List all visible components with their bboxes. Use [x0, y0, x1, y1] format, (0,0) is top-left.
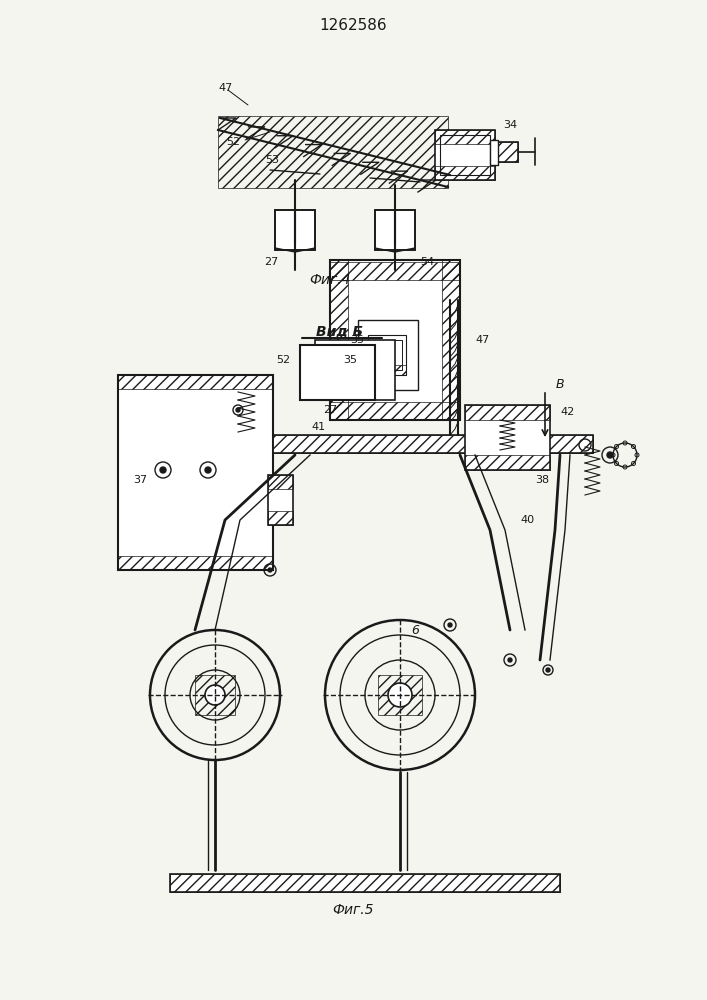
- Text: 53: 53: [265, 155, 279, 165]
- Bar: [315, 340, 395, 400]
- Text: Фиг.4: Фиг.4: [309, 273, 351, 287]
- Text: 47: 47: [475, 335, 489, 345]
- Polygon shape: [375, 210, 415, 250]
- Text: 42: 42: [560, 407, 574, 417]
- Bar: [440, 135, 490, 175]
- Text: 35: 35: [350, 335, 364, 345]
- Text: В: В: [556, 378, 564, 391]
- Text: 27: 27: [264, 257, 278, 267]
- Circle shape: [607, 452, 613, 458]
- Text: 37: 37: [133, 475, 147, 485]
- Circle shape: [546, 668, 550, 672]
- Circle shape: [448, 623, 452, 627]
- Text: 52: 52: [226, 137, 240, 147]
- Text: 27: 27: [323, 405, 337, 415]
- Bar: [300, 345, 375, 400]
- Bar: [465, 405, 550, 470]
- Circle shape: [205, 467, 211, 473]
- Text: 1262586: 1262586: [319, 17, 387, 32]
- Bar: [218, 116, 448, 188]
- Bar: [330, 402, 460, 420]
- Text: 6: 6: [411, 624, 419, 637]
- Bar: [465, 455, 550, 470]
- Text: 35: 35: [343, 355, 357, 365]
- Circle shape: [268, 568, 272, 572]
- Bar: [273, 435, 473, 453]
- Bar: [473, 435, 593, 453]
- Bar: [498, 142, 518, 162]
- Bar: [330, 262, 460, 280]
- Text: Фиг.5: Фиг.5: [332, 903, 374, 917]
- Bar: [170, 874, 560, 892]
- Text: 47: 47: [218, 83, 233, 93]
- Bar: [490, 140, 498, 165]
- Circle shape: [388, 683, 412, 707]
- Bar: [170, 874, 560, 892]
- Text: 52: 52: [276, 355, 290, 365]
- Bar: [268, 511, 293, 525]
- Bar: [473, 435, 593, 453]
- Text: 40: 40: [521, 515, 535, 525]
- Bar: [195, 675, 235, 715]
- Circle shape: [236, 408, 240, 412]
- Bar: [170, 874, 560, 892]
- Circle shape: [508, 658, 512, 662]
- Bar: [268, 475, 293, 525]
- Bar: [273, 435, 473, 453]
- Bar: [273, 435, 473, 453]
- Circle shape: [160, 467, 166, 473]
- Bar: [442, 260, 460, 420]
- Bar: [498, 142, 518, 162]
- Bar: [372, 340, 402, 370]
- Bar: [465, 405, 550, 420]
- Bar: [330, 260, 460, 420]
- Bar: [268, 475, 293, 489]
- Bar: [435, 166, 495, 180]
- Bar: [358, 320, 418, 390]
- Bar: [368, 335, 406, 375]
- Polygon shape: [275, 210, 315, 250]
- Text: 34: 34: [503, 120, 517, 130]
- Bar: [435, 130, 495, 180]
- Bar: [378, 675, 422, 715]
- Bar: [473, 435, 593, 453]
- Text: 38: 38: [535, 475, 549, 485]
- Bar: [118, 556, 273, 570]
- Circle shape: [205, 685, 225, 705]
- Text: Вид Б: Вид Б: [317, 325, 363, 339]
- Bar: [435, 130, 495, 144]
- Text: 41: 41: [311, 422, 325, 432]
- Bar: [118, 375, 273, 570]
- Bar: [330, 260, 348, 420]
- Bar: [118, 375, 273, 389]
- Text: 54: 54: [420, 257, 434, 267]
- Bar: [368, 365, 406, 375]
